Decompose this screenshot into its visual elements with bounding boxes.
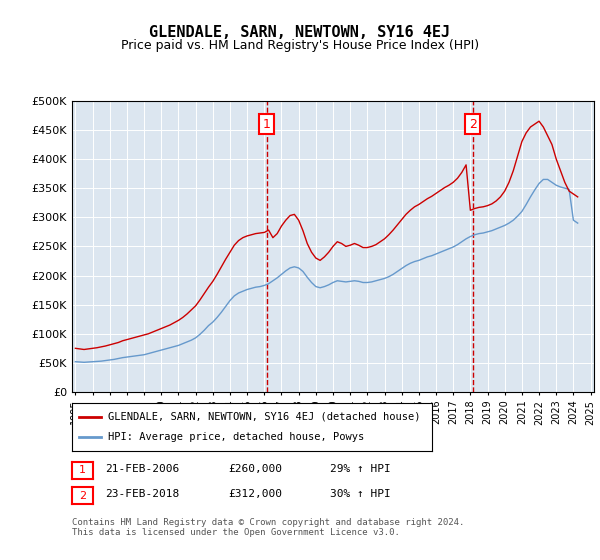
Text: Contains HM Land Registry data © Crown copyright and database right 2024.
This d: Contains HM Land Registry data © Crown c… <box>72 518 464 538</box>
Text: 29% ↑ HPI: 29% ↑ HPI <box>330 464 391 474</box>
Text: GLENDALE, SARN, NEWTOWN, SY16 4EJ: GLENDALE, SARN, NEWTOWN, SY16 4EJ <box>149 25 451 40</box>
Text: 1: 1 <box>263 118 271 130</box>
Text: 23-FEB-2018: 23-FEB-2018 <box>105 489 179 499</box>
Text: 2: 2 <box>469 118 476 130</box>
Text: GLENDALE, SARN, NEWTOWN, SY16 4EJ (detached house): GLENDALE, SARN, NEWTOWN, SY16 4EJ (detac… <box>108 412 421 422</box>
Text: 21-FEB-2006: 21-FEB-2006 <box>105 464 179 474</box>
Text: HPI: Average price, detached house, Powys: HPI: Average price, detached house, Powy… <box>108 432 364 442</box>
Text: 30% ↑ HPI: 30% ↑ HPI <box>330 489 391 499</box>
Text: £260,000: £260,000 <box>228 464 282 474</box>
Text: Price paid vs. HM Land Registry's House Price Index (HPI): Price paid vs. HM Land Registry's House … <box>121 39 479 52</box>
Text: 2: 2 <box>79 491 86 501</box>
Text: £312,000: £312,000 <box>228 489 282 499</box>
Text: 1: 1 <box>79 465 86 475</box>
